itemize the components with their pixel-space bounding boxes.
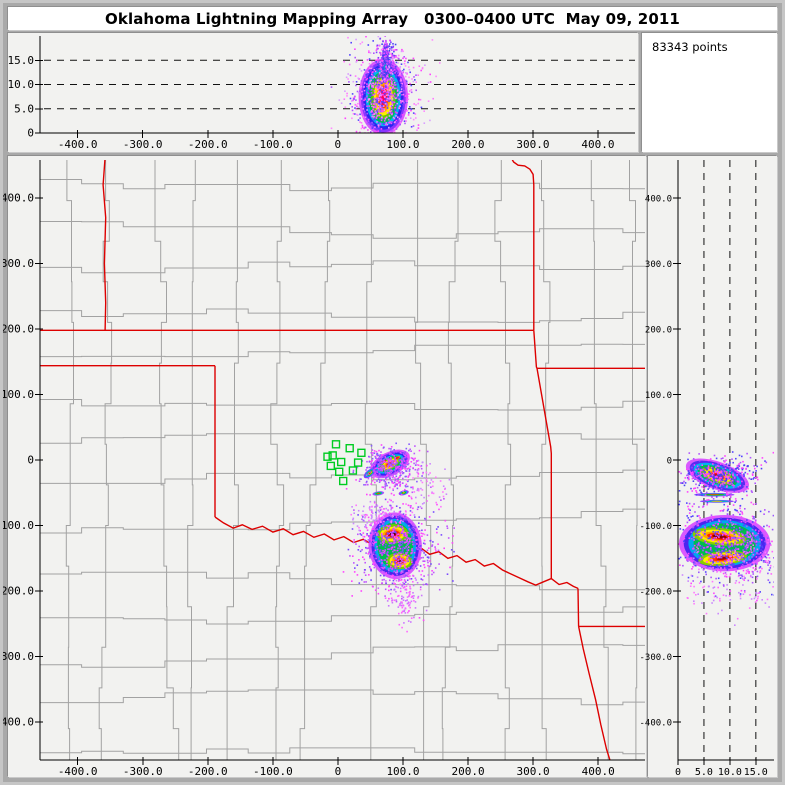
tick-label: 400.0 (581, 138, 614, 151)
tick-label: -200.0 (188, 138, 228, 151)
ns-projection-panel[interactable]: 0 5.0 10.0 15.0 400.0 300.0 200.0 100.0 0 -100.0 -… (639, 156, 777, 778)
tick-label: -400.0 (58, 765, 98, 778)
tick-label: 100.0 (645, 391, 672, 401)
tick-label: 0 (335, 765, 342, 778)
tick-label: 10.0 (8, 78, 35, 91)
tick-label: -100.0 (0, 519, 34, 532)
state-borders (40, 160, 645, 760)
tick-label: 0 (667, 457, 672, 467)
tick-label: 200.0 (645, 326, 672, 336)
window-title: Oklahoma Lightning Mapping Array 0300–04… (105, 10, 680, 28)
ns-plot[interactable]: 0 5.0 10.0 15.0 400.0 300.0 200.0 100.0 0 -100.0 -… (639, 156, 777, 778)
tick-label: -200.0 (188, 765, 228, 778)
tick-label: 400.0 (582, 765, 615, 778)
axis-ticks (35, 197, 599, 765)
tick-label: 300.0 (1, 257, 34, 270)
tick-label: 10.0 (718, 767, 742, 778)
points-box: 83343 points (642, 33, 777, 152)
tick-label: 0 (675, 767, 681, 778)
tick-label: 15.0 (744, 767, 768, 778)
tick-label: -300.0 (123, 138, 163, 151)
tick-label: -100.0 (639, 522, 672, 532)
county-grid (40, 160, 645, 760)
tick-label: -300.0 (0, 650, 34, 663)
tick-label: 300.0 (516, 138, 549, 151)
axis-tick-labels: 0 5.0 10.0 15.0 400.0 300.0 200.0 100.0 0 -100.0 -… (639, 195, 767, 779)
tick-label: 0 (27, 454, 34, 467)
ew-plot[interactable]: -400.0 -300.0 -200.0 -100.0 0 100.0 200.0 300.0… (8, 33, 638, 152)
tick-label: -400.0 (0, 716, 34, 729)
axis-ticks (35, 59, 599, 138)
tick-label: 300.0 (645, 260, 672, 270)
tick-label: 400.0 (1, 192, 34, 205)
plan-plot[interactable]: -400.0 -300.0 -200.0 -100.0 0 100.0 200.0 300.0… (3, 156, 646, 778)
axis-tick-labels: -400.0 -300.0 -200.0 -100.0 0 100.0 200.0 300.0… (8, 54, 615, 151)
points-count: 83343 points (652, 40, 728, 54)
tick-label: 300.0 (517, 765, 550, 778)
plot-background (8, 33, 638, 152)
tick-label: 0 (334, 138, 341, 151)
plan-view-panel[interactable]: -400.0 -300.0 -200.0 -100.0 0 100.0 200.0 300.0… (3, 156, 646, 778)
title-bar: Oklahoma Lightning Mapping Array 0300–04… (8, 7, 777, 30)
tick-label: -200.0 (0, 585, 34, 598)
tick-label: 5.0 (695, 767, 713, 778)
axis-tick-labels: -400.0 -300.0 -200.0 -100.0 0 100.0 200.0 300.0… (0, 192, 615, 779)
tick-label: -100.0 (253, 138, 293, 151)
tick-label: 100.0 (386, 138, 419, 151)
ew-projection-panel[interactable]: -400.0 -300.0 -200.0 -100.0 0 100.0 200.0 300.0… (8, 33, 638, 152)
lma-stations (323, 440, 366, 486)
tick-label: 100.0 (386, 765, 419, 778)
lightning-scatter (330, 36, 441, 133)
axis-ticks (673, 197, 757, 765)
tick-label: 100.0 (1, 388, 34, 401)
tick-label: -400.0 (639, 719, 672, 729)
tick-label: -400.0 (58, 138, 98, 151)
tick-label: 400.0 (645, 195, 672, 205)
tick-label: 200.0 (1, 323, 34, 336)
tick-label: 0 (27, 127, 34, 140)
lightning-scatter (342, 442, 455, 633)
tick-label: 15.0 (8, 54, 35, 67)
tick-label: 5.0 (14, 102, 34, 115)
lightning-scatter (678, 451, 774, 626)
tick-label: -100.0 (253, 765, 293, 778)
tick-label: 200.0 (451, 138, 484, 151)
tick-label: -200.0 (639, 588, 672, 598)
tick-label: -300.0 (639, 653, 672, 663)
tick-label: -300.0 (123, 765, 163, 778)
tick-label: 200.0 (452, 765, 485, 778)
